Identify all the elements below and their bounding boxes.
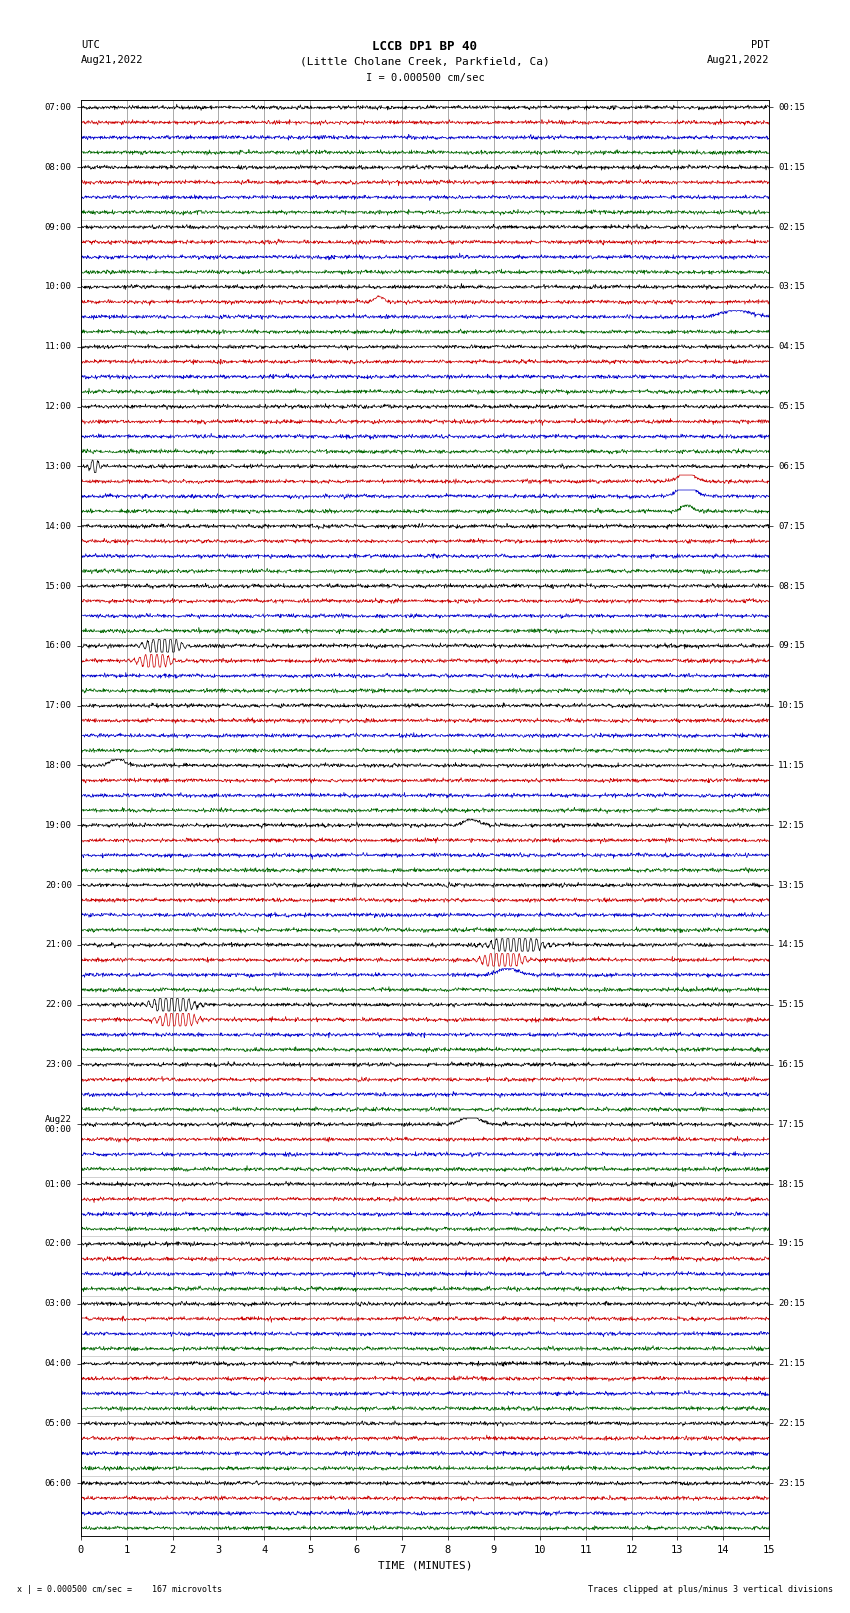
Text: Aug21,2022: Aug21,2022: [706, 55, 769, 65]
Text: I = 0.000500 cm/sec: I = 0.000500 cm/sec: [366, 73, 484, 82]
Text: LCCB DP1 BP 40: LCCB DP1 BP 40: [372, 40, 478, 53]
X-axis label: TIME (MINUTES): TIME (MINUTES): [377, 1560, 473, 1569]
Text: (Little Cholane Creek, Parkfield, Ca): (Little Cholane Creek, Parkfield, Ca): [300, 56, 550, 66]
Text: x | = 0.000500 cm/sec =    167 microvolts: x | = 0.000500 cm/sec = 167 microvolts: [17, 1584, 222, 1594]
Text: PDT: PDT: [751, 40, 769, 50]
Text: Aug21,2022: Aug21,2022: [81, 55, 144, 65]
Text: UTC: UTC: [81, 40, 99, 50]
Text: Traces clipped at plus/minus 3 vertical divisions: Traces clipped at plus/minus 3 vertical …: [588, 1584, 833, 1594]
